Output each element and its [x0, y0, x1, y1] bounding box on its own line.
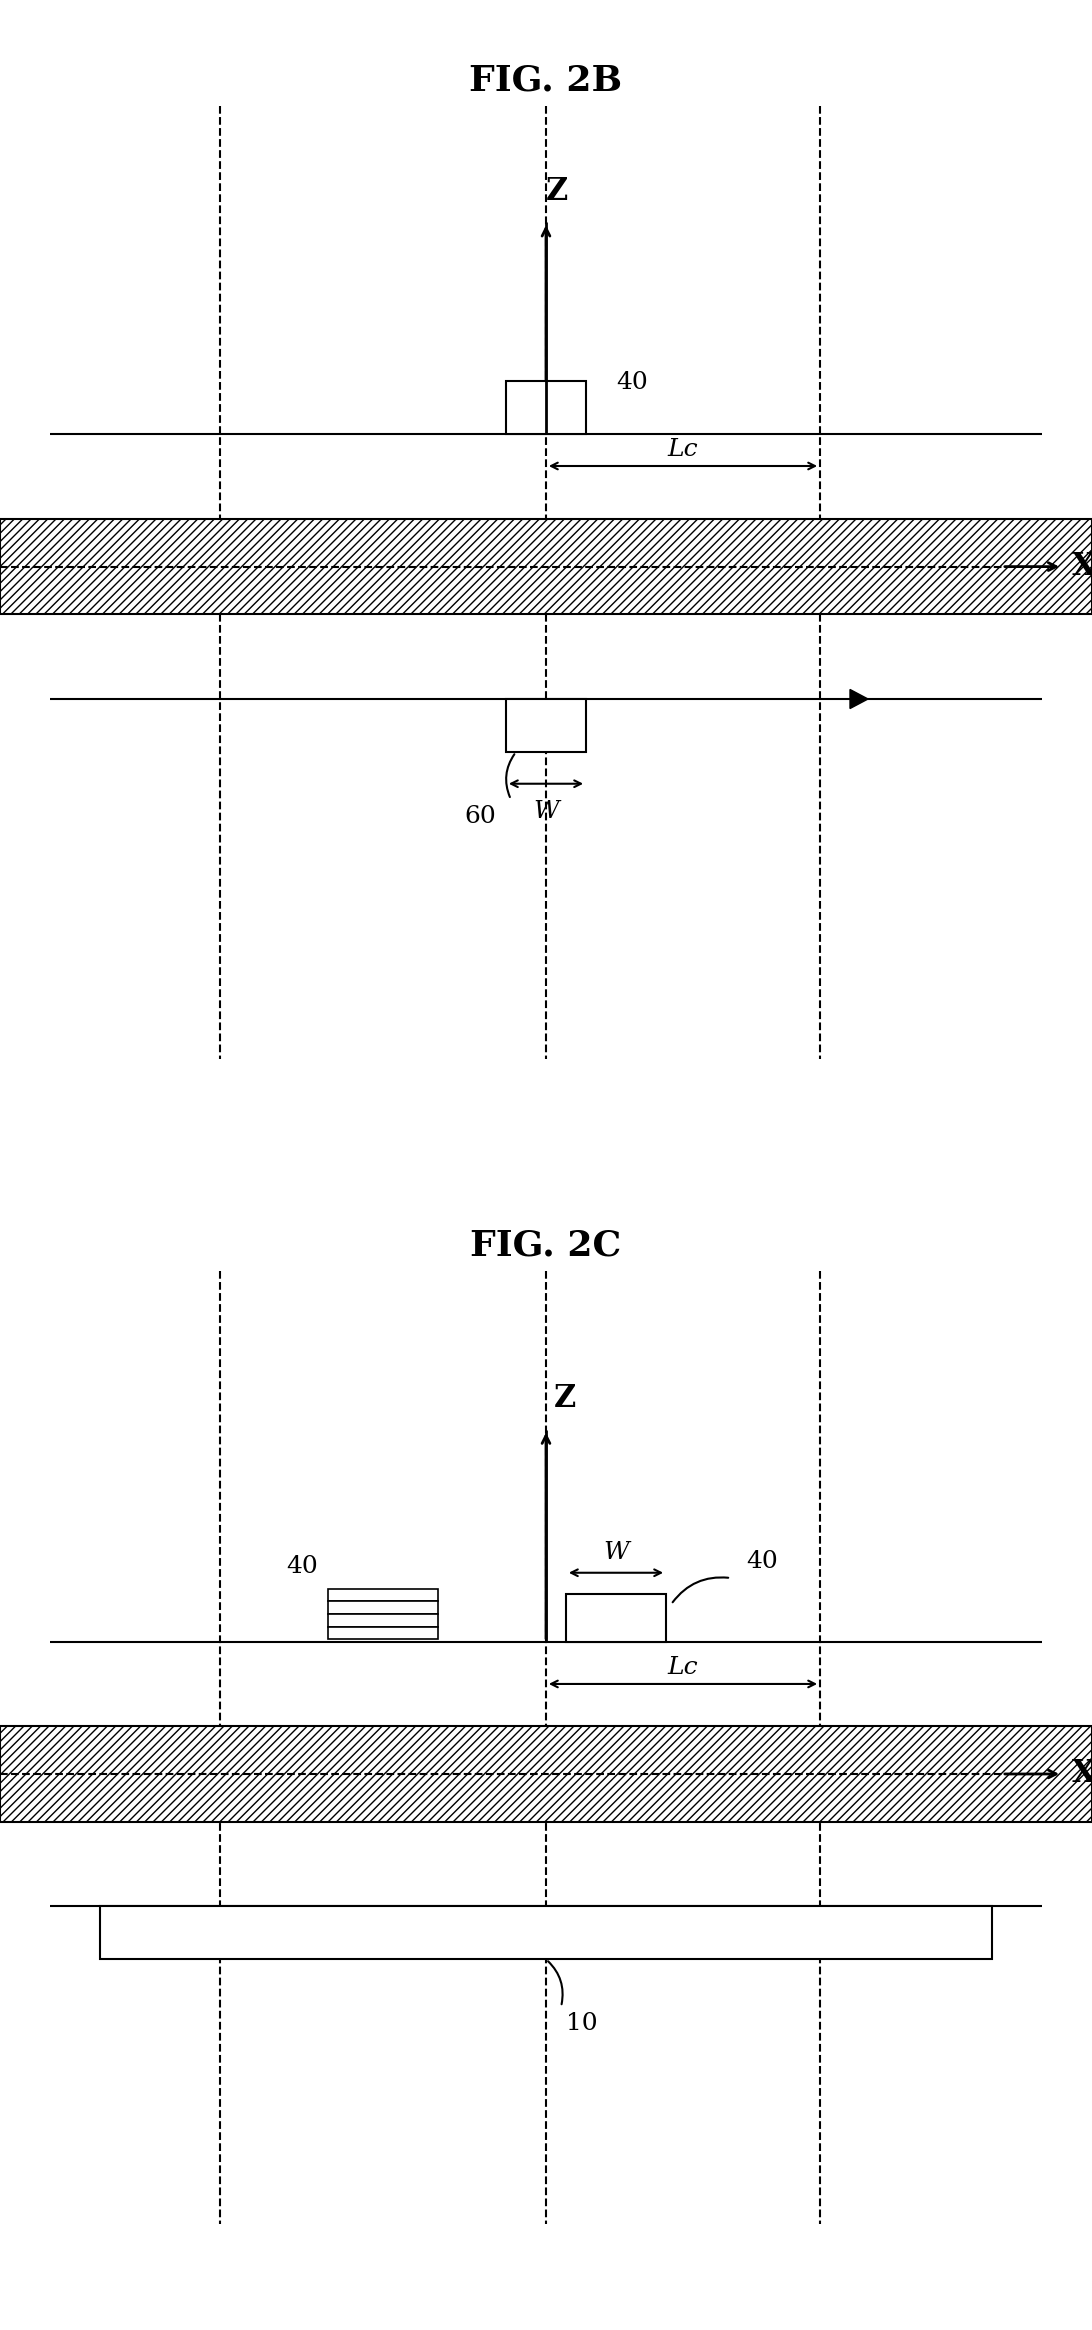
Text: 40: 40 — [746, 1549, 778, 1573]
Bar — [506, 699, 586, 753]
Text: Lc: Lc — [667, 438, 698, 461]
Bar — [328, 1615, 438, 1626]
Bar — [100, 1906, 992, 1960]
Bar — [0, 520, 1092, 615]
Text: 40: 40 — [616, 370, 648, 394]
Text: Lc: Lc — [667, 1657, 698, 1678]
Text: Z: Z — [554, 1384, 577, 1414]
Text: Z: Z — [546, 175, 568, 207]
Polygon shape — [850, 690, 868, 708]
Text: FIG. 2C: FIG. 2C — [471, 1228, 621, 1263]
Bar — [328, 1626, 438, 1640]
Bar — [566, 1594, 666, 1643]
Text: 60: 60 — [464, 804, 496, 827]
Text: W: W — [603, 1540, 629, 1563]
Text: X: X — [1072, 1759, 1092, 1789]
Bar — [328, 1601, 438, 1615]
Bar — [506, 382, 586, 433]
Text: X: X — [1072, 552, 1092, 582]
Text: W: W — [533, 799, 559, 822]
Text: 40: 40 — [286, 1554, 318, 1577]
Bar — [0, 1727, 1092, 1822]
Bar — [328, 1589, 438, 1601]
Text: 10: 10 — [566, 2013, 597, 2036]
Text: FIG. 2B: FIG. 2B — [470, 63, 622, 98]
